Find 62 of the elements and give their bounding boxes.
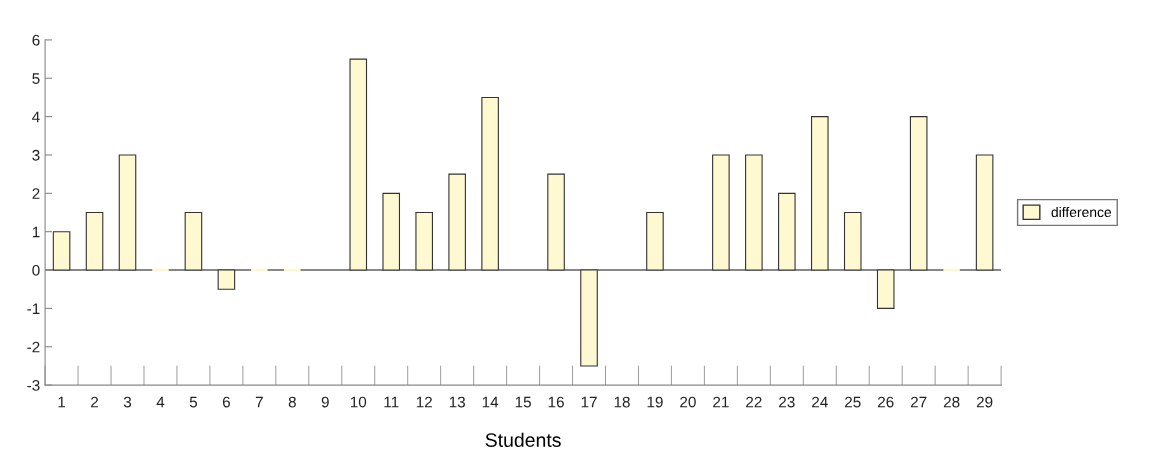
x-tick-label: 7 [255,396,263,408]
y-tick-label: 6 [32,34,40,46]
x-tick-label: 14 [482,396,499,408]
x-axis-title: Students [485,432,561,447]
bar [909,116,928,271]
x-tick-label: 6 [222,396,230,408]
y-tick-label: 5 [32,73,40,84]
x-tick-label: 29 [976,396,993,408]
bar [382,192,401,271]
bar [712,154,730,271]
y-tick-label: 2 [32,188,40,199]
legend-label: difference [1051,206,1112,218]
x-tick-label: 27 [910,396,927,408]
x-tick-label: 20 [680,396,696,408]
y-tick-label: -3 [27,379,40,391]
bar [547,173,565,271]
bar [843,211,862,271]
y-tick-label: -2 [27,341,40,353]
bar [349,58,368,271]
x-tick-label: 1 [58,396,66,408]
bar [481,96,499,271]
bar [85,211,104,271]
x-tick-label: 23 [779,396,795,408]
x-tick-label: 24 [812,396,828,408]
bar [975,154,994,271]
bar [876,269,895,309]
y-tick-label: 3 [32,149,40,161]
x-tick-label: 25 [845,396,861,408]
y-tick-label: 0 [32,264,40,276]
x-tick-label: 28 [943,396,960,408]
x-tick-label: 21 [713,396,729,408]
x-tick-label: 4 [156,396,165,408]
x-tick-label: 8 [288,396,296,408]
bar [778,192,796,271]
x-tick-label: 10 [350,396,367,408]
x-tick-label: 9 [321,396,329,408]
x-tick-label: 13 [449,396,465,408]
y-tick-label: 4 [32,111,40,123]
x-tick-label: 26 [877,396,894,408]
x-tick-label: 19 [647,396,663,408]
x-tick-label: 3 [123,396,132,408]
bar [415,211,433,271]
y-tick-label: 1 [32,226,40,238]
bar [52,231,71,271]
x-tick-label: 12 [416,396,432,408]
bar [745,154,763,271]
bar [646,211,664,271]
y-tick-label: -1 [27,303,40,314]
bar [580,269,598,367]
x-tick-label: 15 [515,396,531,408]
bar [217,269,236,290]
x-tick-label: 11 [384,396,399,408]
x-tick-label: 16 [548,396,564,408]
x-tick-label: 17 [581,396,597,408]
bar [448,173,466,271]
x-tick-label: 18 [614,396,630,408]
bar [810,116,829,271]
bar [118,154,137,271]
x-tick-label: 22 [746,396,762,408]
x-tick-label: 5 [189,396,198,408]
bar [184,211,203,271]
x-tick-label: 2 [91,396,99,408]
